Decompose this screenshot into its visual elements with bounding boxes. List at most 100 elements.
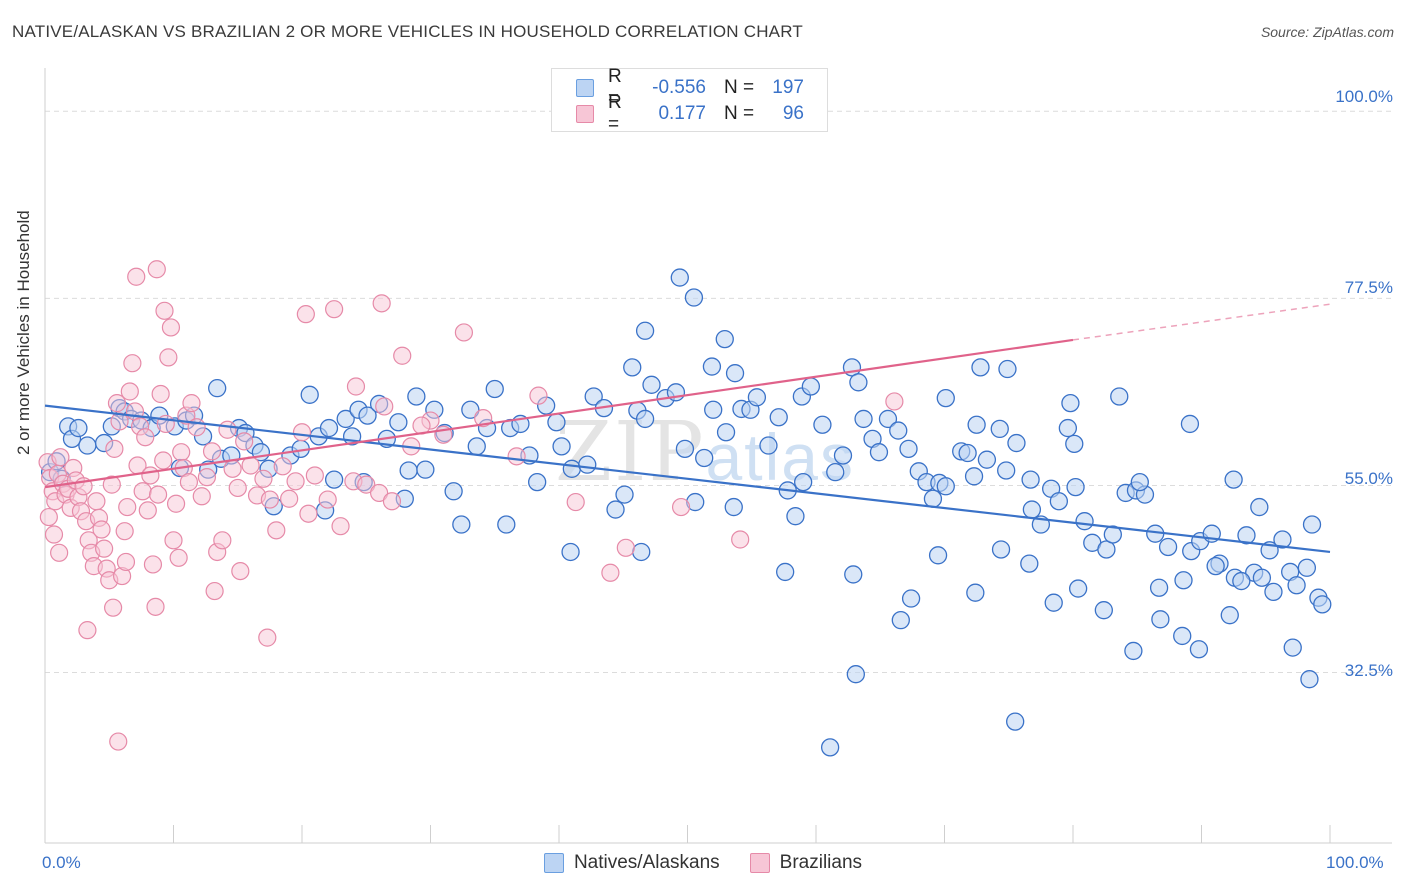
legend-swatch-brazilians <box>749 853 770 873</box>
y-tick-label: 100.0% <box>1335 87 1393 106</box>
data-point-natives <box>1058 418 1078 438</box>
data-point-brazilians <box>105 439 124 458</box>
data-point-natives <box>675 439 695 459</box>
data-point-natives <box>899 439 918 459</box>
data-point-natives <box>635 321 655 340</box>
data-point-natives <box>399 461 418 480</box>
data-point-natives <box>878 409 898 429</box>
trend-line-brazilians <box>44 338 1074 489</box>
y-tick-label: 55.0% <box>1344 469 1393 488</box>
data-point-brazilians <box>148 485 168 504</box>
data-point-brazilians <box>218 420 237 439</box>
data-point-brazilians <box>296 305 315 324</box>
data-point-natives <box>562 459 581 478</box>
data-point-brazilians <box>92 520 111 539</box>
data-point-natives <box>528 472 547 492</box>
data-point-natives <box>1094 601 1113 620</box>
data-point-brazilians <box>110 412 129 431</box>
stats-n-label: N = <box>724 77 755 98</box>
data-point-natives <box>1068 579 1088 598</box>
data-point-natives <box>716 423 736 442</box>
stats-row-brazilians: R = 0.177 N = 96 <box>552 92 804 135</box>
data-point-natives <box>1232 571 1251 591</box>
data-point-natives <box>1075 512 1094 531</box>
data-point-natives <box>1158 537 1178 557</box>
legend-label: Natives/Alaskans <box>573 852 720 873</box>
data-point-brazilians <box>223 459 242 478</box>
data-point-brazilians <box>292 423 312 442</box>
data-point-natives <box>389 413 408 432</box>
data-point-brazilians <box>286 472 305 491</box>
data-point-natives <box>444 482 463 501</box>
data-point-natives <box>923 489 943 508</box>
data-point-brazilians <box>179 473 199 492</box>
data-point-natives <box>1206 556 1225 576</box>
data-point-natives <box>547 413 566 432</box>
data-point-brazilians <box>95 539 114 558</box>
data-point-natives <box>684 288 704 307</box>
data-point-natives <box>78 436 97 455</box>
data-point-brazilians <box>120 382 139 401</box>
legend: Natives/Alaskans Brazilians <box>0 852 1406 874</box>
data-point-brazilians <box>50 543 69 562</box>
data-point-brazilians <box>102 475 121 494</box>
data-point-natives <box>1283 638 1302 657</box>
data-point-natives <box>467 437 486 456</box>
data-point-brazilians <box>154 451 173 470</box>
data-point-natives <box>966 583 985 602</box>
data-point-natives <box>584 387 603 406</box>
data-point-natives <box>336 409 355 429</box>
data-point-natives <box>991 540 1011 559</box>
chart-title: NATIVE/ALASKAN VS BRAZILIAN 2 OR MORE VE… <box>12 22 803 41</box>
data-point-brazilians <box>601 563 620 582</box>
data-point-brazilians <box>616 538 635 557</box>
data-point-brazilians <box>202 442 222 461</box>
data-point-brazilians <box>115 522 134 541</box>
data-point-natives <box>967 415 986 434</box>
data-point-natives <box>1007 433 1026 453</box>
trend-line-natives <box>44 404 1331 554</box>
data-point-natives <box>1044 593 1063 612</box>
data-point-brazilians <box>566 492 585 512</box>
data-point-brazilians <box>346 377 366 396</box>
data-point-brazilians <box>182 394 201 413</box>
data-point-natives <box>642 375 661 394</box>
data-point-natives <box>958 443 977 463</box>
data-point-natives <box>1065 434 1084 454</box>
data-point-brazilians <box>151 384 170 404</box>
data-point-brazilians <box>109 732 128 751</box>
data-point-natives <box>1264 582 1283 602</box>
data-point-natives <box>997 461 1016 480</box>
data-point-natives <box>485 379 504 399</box>
data-point-natives <box>936 477 955 496</box>
data-point-brazilians <box>143 555 163 574</box>
data-point-natives <box>833 446 853 465</box>
data-point-natives <box>1149 578 1169 597</box>
data-point-natives <box>208 379 227 398</box>
data-point-brazilians <box>138 501 157 520</box>
data-point-natives <box>461 400 480 419</box>
data-point-natives <box>849 373 868 392</box>
data-point-brazilians <box>133 482 152 501</box>
data-point-natives <box>497 515 516 534</box>
data-point-natives <box>1151 610 1170 629</box>
data-point-brazilians <box>235 432 254 451</box>
data-point-natives <box>990 419 1009 439</box>
data-point-brazilians <box>169 548 188 567</box>
data-point-natives <box>1021 470 1040 489</box>
data-point-brazilians <box>393 346 412 365</box>
data-point-brazilians <box>671 497 691 517</box>
stats-r-value: 0.177 <box>658 103 706 124</box>
data-point-brazilians <box>228 478 247 498</box>
data-point-brazilians <box>136 428 155 447</box>
data-point-natives <box>452 515 471 534</box>
data-point-brazilians <box>104 598 123 617</box>
legend-item-brazilians[interactable]: Brazilians <box>749 852 862 874</box>
data-point-natives <box>1066 477 1085 497</box>
data-point-brazilians <box>116 552 136 572</box>
legend-item-natives[interactable]: Natives/Alaskans <box>543 852 720 874</box>
data-point-brazilians <box>474 408 493 428</box>
data-point-brazilians <box>172 443 191 462</box>
data-point-natives <box>606 500 625 519</box>
